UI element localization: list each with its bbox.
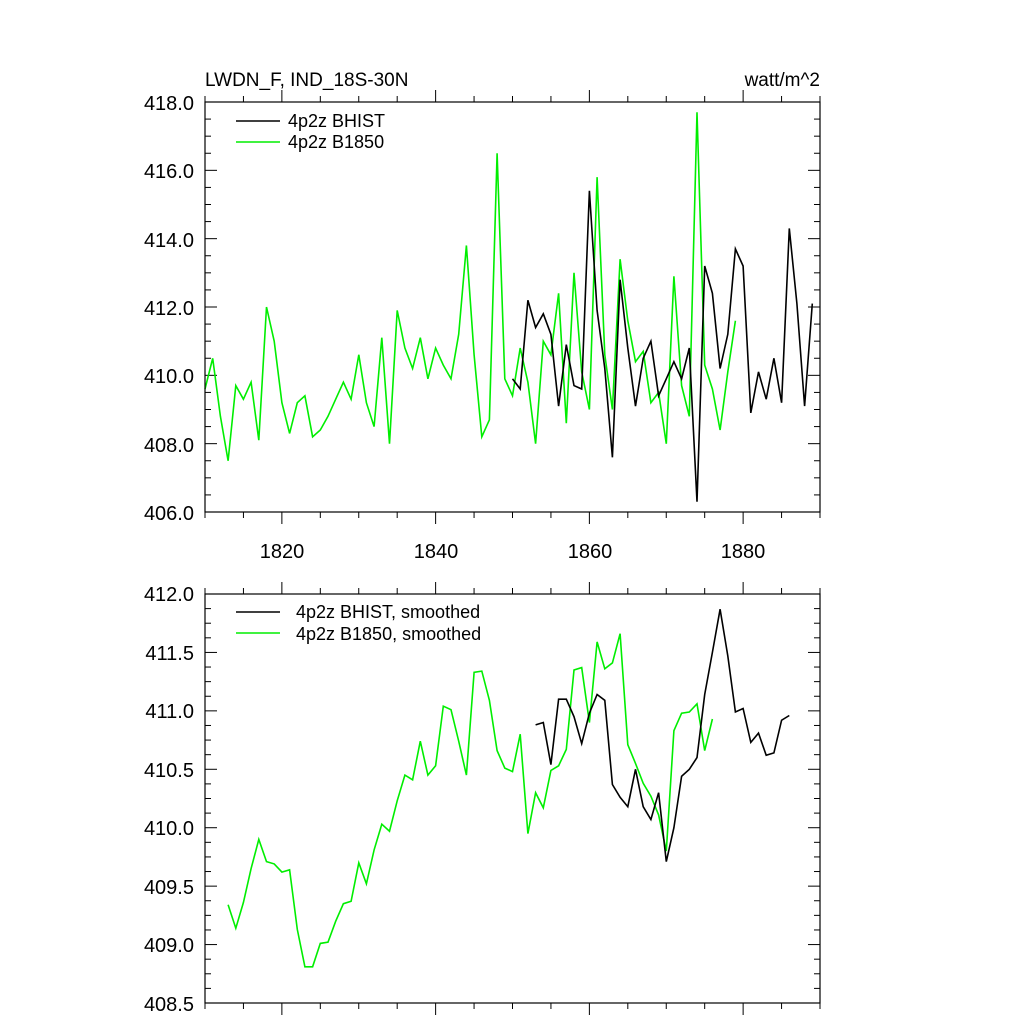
- bottom-panel: 412.0 411.5 411.0 410.5 410.0 409.5 409.…: [144, 582, 821, 1016]
- bottom-ytick-label: 408.5: [144, 994, 194, 1016]
- bottom-ticks: [204, 582, 821, 1015]
- top-panel: LWDN_F, IND_18S-30N watt/m^2 418.0 416.0…: [144, 70, 821, 563]
- top-xtick-label: 1820: [260, 541, 305, 563]
- top-series-line-bhist: [511, 190, 814, 502]
- legend-label-bhist: 4p2z BHIST: [288, 111, 385, 131]
- top-ytick-label: 410.0: [144, 366, 194, 388]
- bottom-series-line-b1850: [227, 633, 714, 968]
- bottom-ytick-label: 411.0: [145, 701, 194, 723]
- top-xtick-label: 1880: [721, 541, 766, 563]
- legend-label-bhist-smoothed: 4p2z BHIST, smoothed: [296, 602, 480, 622]
- top-series-line-b1850: [204, 112, 737, 461]
- bottom-ytick-label: 410.0: [144, 818, 194, 840]
- bottom-ytick-label: 409.0: [144, 935, 194, 957]
- bottom-ytick-label: 412.0: [144, 584, 194, 606]
- top-ticks: [204, 90, 821, 524]
- bottom-series-line-bhist: [535, 609, 790, 862]
- top-ytick-label: 416.0: [144, 161, 194, 183]
- top-series-group: [204, 112, 814, 502]
- bottom-series-group: [227, 609, 790, 968]
- top-title-right: watt/m^2: [744, 70, 820, 91]
- top-legend: 4p2z BHIST 4p2z B1850: [236, 111, 385, 152]
- top-ytick-label: 418.0: [144, 93, 194, 115]
- legend-label-b1850: 4p2z B1850: [288, 132, 384, 152]
- bottom-ytick-label: 410.5: [144, 760, 194, 782]
- top-ytick-label: 412.0: [144, 298, 194, 320]
- top-xtick-label: 1840: [414, 541, 459, 563]
- top-ytick-label: 414.0: [144, 230, 194, 252]
- top-plot-frame: [204, 101, 821, 513]
- legend-label-b1850-smoothed: 4p2z B1850, smoothed: [296, 624, 481, 644]
- top-xtick-label: 1860: [568, 541, 613, 563]
- top-ytick-label: 408.0: [144, 435, 194, 457]
- bottom-legend: 4p2z BHIST, smoothed 4p2z B1850, smoothe…: [236, 602, 481, 644]
- bottom-ytick-label: 409.5: [144, 877, 194, 899]
- top-title-left: LWDN_F, IND_18S-30N: [205, 70, 408, 91]
- bottom-plot-frame: [204, 593, 821, 1004]
- top-ytick-label: 406.0: [144, 503, 194, 525]
- bottom-ytick-label: 411.5: [145, 643, 194, 665]
